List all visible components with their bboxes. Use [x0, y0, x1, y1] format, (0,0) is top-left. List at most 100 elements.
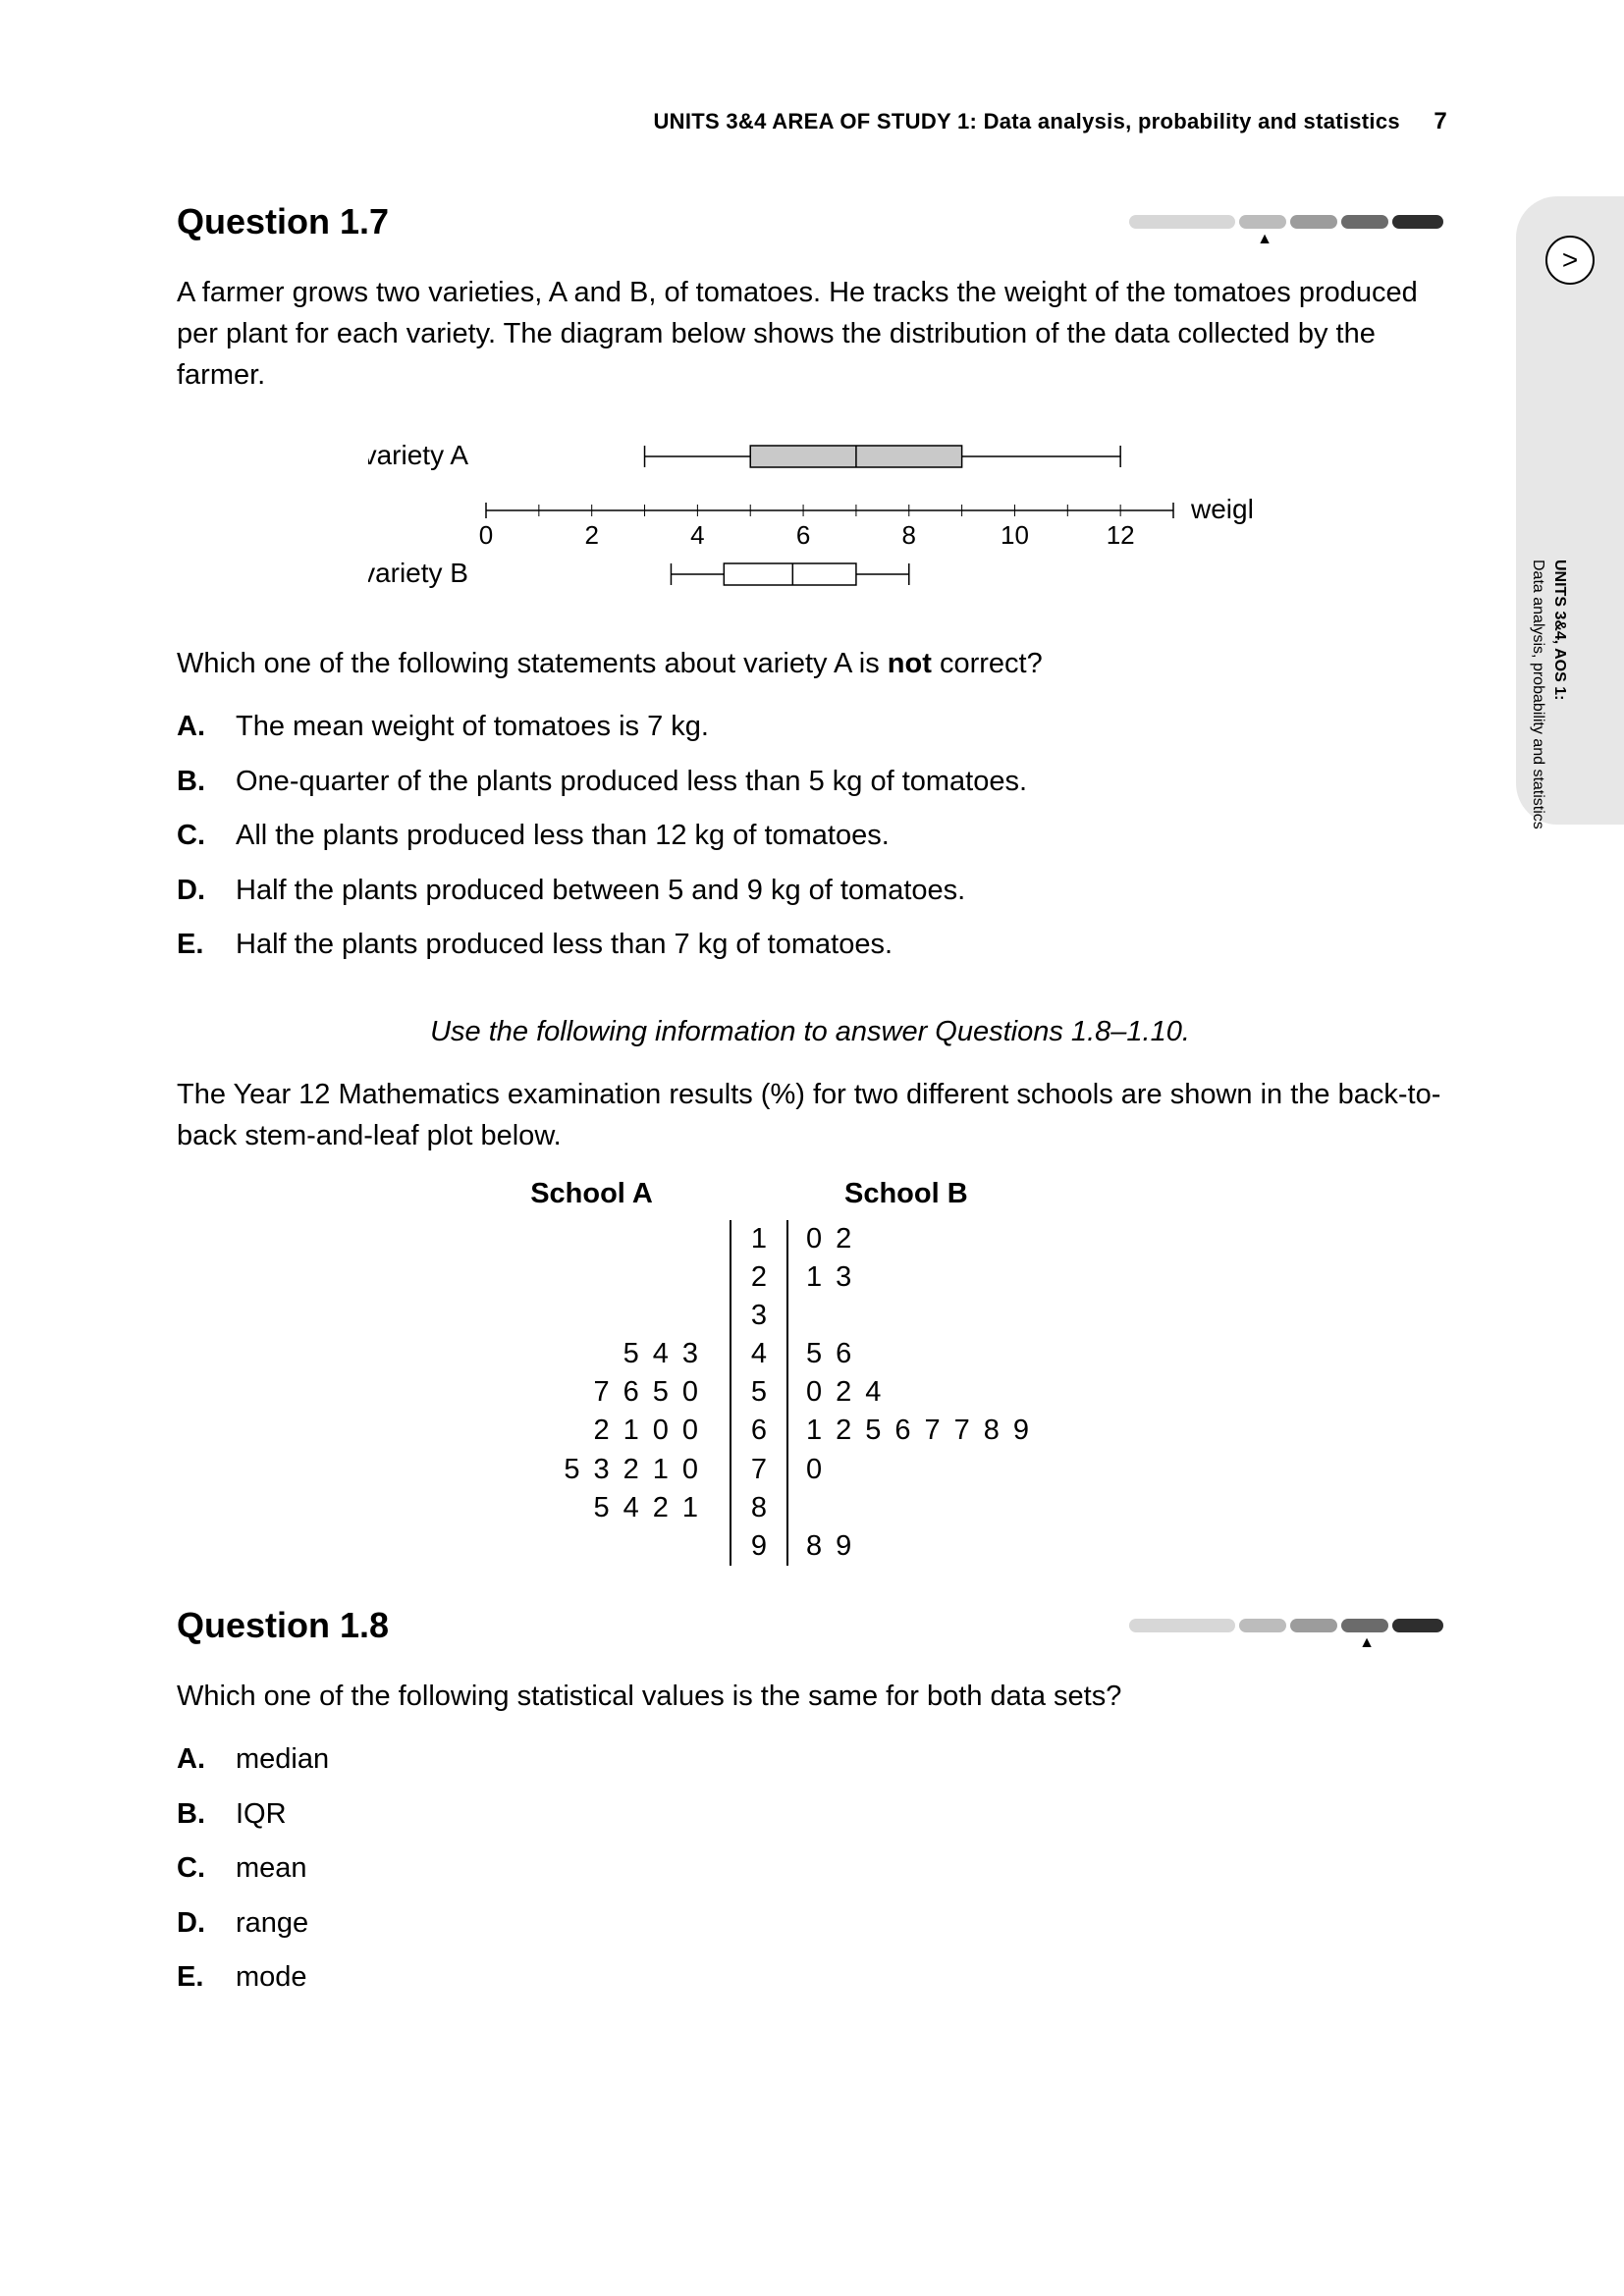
option-letter: C.	[177, 815, 236, 858]
shared-info-text: The Year 12 Mathematics examination resu…	[177, 1074, 1443, 1156]
option-row[interactable]: B.One-quarter of the plants produced les…	[177, 761, 1443, 804]
option-letter: D.	[177, 870, 236, 913]
page: UNITS 3&4 AREA OF STUDY 1: Data analysis…	[0, 0, 1624, 2296]
difficulty-segment	[1239, 1619, 1286, 1632]
stem: 3	[731, 1297, 788, 1335]
difficulty-segment	[1129, 215, 1235, 229]
leaf-b: 024	[788, 1373, 1173, 1412]
school-b-header: School B	[795, 1178, 1173, 1210]
q18-title: Question 1.8	[177, 1605, 389, 1646]
leaf-b	[788, 1297, 1173, 1335]
stem: 1	[731, 1220, 788, 1258]
option-row[interactable]: E.Half the plants produced less than 7 k…	[177, 924, 1443, 967]
stem: 6	[731, 1412, 788, 1450]
leaf-b	[788, 1489, 1173, 1527]
school-a-header: School A	[447, 1178, 736, 1210]
q17-stem: Which one of the following statements ab…	[177, 643, 1443, 684]
leaf-b: 89	[788, 1527, 1173, 1566]
option-row[interactable]: D.range	[177, 1902, 1443, 1946]
option-row[interactable]: E.mode	[177, 1956, 1443, 2000]
difficulty-segment	[1239, 215, 1286, 229]
stem-leaf-row: 2100612567789	[447, 1412, 1173, 1450]
stem-leaf-row: 213	[447, 1258, 1173, 1297]
stem-leaf-row: 989	[447, 1527, 1173, 1566]
option-text: Half the plants produced less than 7 kg …	[236, 924, 893, 967]
q17-options: A.The mean weight of tomatoes is 7 kg. B.…	[177, 706, 1443, 967]
leaf-a	[447, 1258, 731, 1297]
stem: 7	[731, 1451, 788, 1489]
stem: 8	[731, 1489, 788, 1527]
leaf-a: 543	[447, 1335, 731, 1373]
leaf-a	[447, 1527, 731, 1566]
option-letter: E.	[177, 924, 236, 967]
svg-text:8: 8	[902, 520, 916, 550]
q17-difficulty-bar: ▲	[1129, 209, 1443, 235]
option-letter: A.	[177, 1738, 236, 1782]
svg-text:2: 2	[584, 520, 598, 550]
svg-text:weight (kg): weight (kg)	[1190, 494, 1252, 524]
difficulty-segment	[1341, 215, 1388, 229]
option-letter: C.	[177, 1847, 236, 1891]
leaf-b: 56	[788, 1335, 1173, 1373]
leaf-b: 0	[788, 1451, 1173, 1489]
option-text: All the plants produced less than 12 kg …	[236, 815, 890, 858]
q18-options: A.medianB.IQRC.meanD.rangeE.mode	[177, 1738, 1443, 2000]
content-area: Question 1.7 ▲ A farmer grows two variet…	[177, 201, 1443, 2011]
option-text: IQR	[236, 1793, 287, 1837]
stem-leaf-plot: School A School B 1022133543456765050242…	[447, 1178, 1173, 1566]
stem-leaf-row: 543456	[447, 1335, 1173, 1373]
difficulty-segment	[1392, 1619, 1443, 1632]
stem: 9	[731, 1527, 788, 1566]
stem: 4	[731, 1335, 788, 1373]
q18-stem: Which one of the following statistical v…	[177, 1676, 1443, 1717]
option-row[interactable]: D.Half the plants produced between 5 and…	[177, 870, 1443, 913]
svg-text:6: 6	[796, 520, 810, 550]
difficulty-segment	[1290, 215, 1337, 229]
leaf-b: 13	[788, 1258, 1173, 1297]
svg-text:variety A: variety A	[368, 440, 468, 470]
option-letter: B.	[177, 1793, 236, 1837]
option-row[interactable]: A.median	[177, 1738, 1443, 1782]
option-letter: A.	[177, 706, 236, 749]
difficulty-segment	[1129, 1619, 1235, 1632]
option-text: median	[236, 1738, 329, 1782]
leaf-a: 2100	[447, 1412, 731, 1450]
header-breadcrumb: UNITS 3&4 AREA OF STUDY 1: Data analysis…	[653, 109, 1399, 133]
svg-text:4: 4	[690, 520, 704, 550]
leaf-a	[447, 1297, 731, 1335]
stem-leaf-row: 102	[447, 1220, 1173, 1258]
option-text: range	[236, 1902, 308, 1946]
page-number: 7	[1434, 108, 1447, 135]
running-header: UNITS 3&4 AREA OF STUDY 1: Data analysis…	[177, 108, 1447, 135]
option-text: One-quarter of the plants produced less …	[236, 761, 1027, 804]
option-row[interactable]: C.All the plants produced less than 12 k…	[177, 815, 1443, 858]
option-text: mean	[236, 1847, 307, 1891]
q17-title: Question 1.7	[177, 201, 389, 242]
option-row[interactable]: C.mean	[177, 1847, 1443, 1891]
option-text: mode	[236, 1956, 307, 2000]
q18-header: Question 1.8 ▲	[177, 1605, 1443, 1646]
leaf-a	[447, 1220, 731, 1258]
stem-leaf-row: 5321070	[447, 1451, 1173, 1489]
option-row[interactable]: B.IQR	[177, 1793, 1443, 1837]
option-letter: E.	[177, 1956, 236, 2000]
svg-text:0: 0	[479, 520, 493, 550]
svg-text:variety B: variety B	[368, 558, 468, 588]
stem-leaf-row: 3	[447, 1297, 1173, 1335]
side-tab-label: UNITS 3&4, AOS 1: Data analysis, probabi…	[1526, 560, 1570, 972]
chevron-right-icon[interactable]: >	[1545, 236, 1595, 285]
difficulty-segment	[1341, 1619, 1388, 1632]
q17-header: Question 1.7 ▲	[177, 201, 1443, 242]
leaf-b: 02	[788, 1220, 1173, 1258]
leaf-a: 5421	[447, 1489, 731, 1527]
q17-boxplot: 024681012weight (kg)variety Avariety B	[368, 417, 1252, 614]
stem: 2	[731, 1258, 788, 1297]
option-row[interactable]: A.The mean weight of tomatoes is 7 kg.	[177, 706, 1443, 749]
leaf-b: 12567789	[788, 1412, 1173, 1450]
difficulty-segment	[1392, 215, 1443, 229]
q18-difficulty-bar: ▲	[1129, 1613, 1443, 1638]
svg-text:10: 10	[1001, 520, 1029, 550]
q17-intro: A farmer grows two varieties, A and B, o…	[177, 272, 1443, 396]
option-letter: D.	[177, 1902, 236, 1946]
difficulty-marker-icon: ▲	[1257, 231, 1272, 248]
